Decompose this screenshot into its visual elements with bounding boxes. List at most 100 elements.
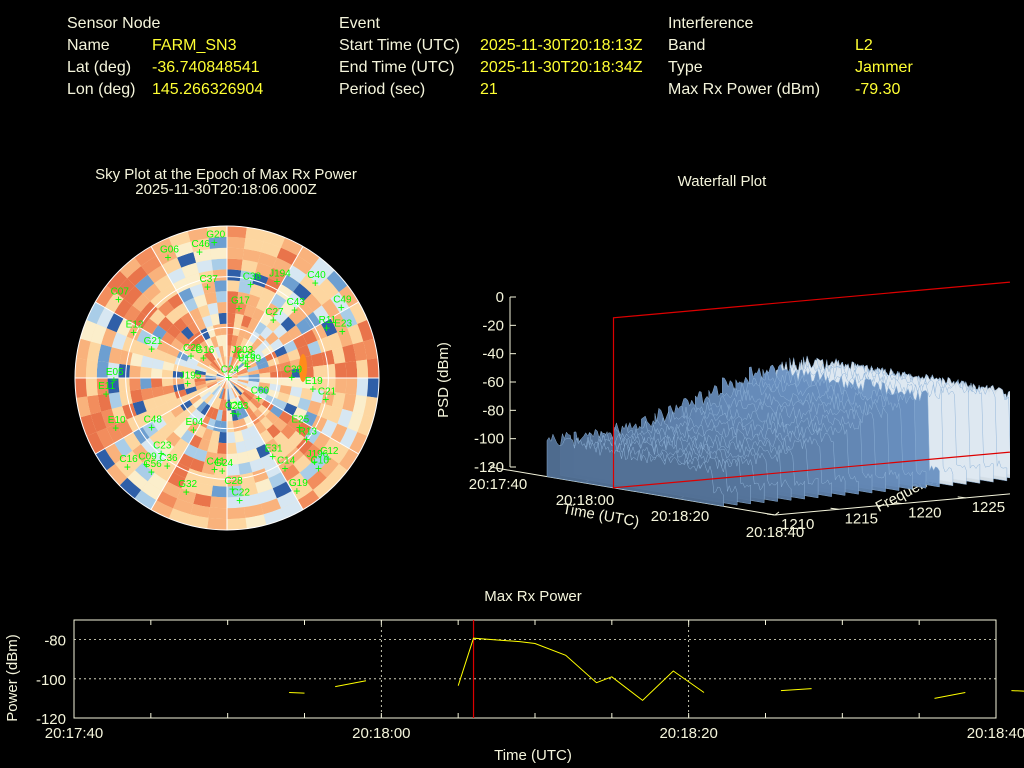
skyplot-cell <box>101 328 117 348</box>
satellite-label: C28 <box>224 476 243 487</box>
skyplot-cell <box>227 323 235 335</box>
skyplot-cell <box>267 357 280 367</box>
skyplot-cell <box>227 378 230 389</box>
skyplot-cell <box>156 340 171 354</box>
skyplot-cell <box>331 347 346 364</box>
skyplot-cell <box>260 241 282 258</box>
skyplot-cell <box>238 281 253 295</box>
skyplot-cell <box>244 388 256 398</box>
skyplot-cell <box>268 363 281 373</box>
skyplot-cell <box>187 514 209 529</box>
satellite-label: C16 <box>119 454 138 465</box>
skyplot-cell <box>297 344 311 359</box>
satellite-label: J196 <box>307 449 329 460</box>
skyplot-cell <box>202 315 213 328</box>
skyplot-cell <box>179 344 193 357</box>
skyplot-cell <box>206 380 217 387</box>
skyplot-cell <box>210 408 219 420</box>
skyplot-cell <box>345 378 358 396</box>
skyplot-cell <box>118 378 131 393</box>
skyplot-cell <box>153 348 167 362</box>
skyplot-cell <box>119 257 142 279</box>
skyplot-cell <box>231 387 238 399</box>
skyplot-cell <box>164 392 177 403</box>
skyplot-cell <box>279 361 292 371</box>
satellite-label: C26 <box>237 350 256 361</box>
skyplot-cell <box>227 410 233 422</box>
skyplot-cell <box>206 367 218 374</box>
skyplot-cell <box>134 246 157 267</box>
skyplot-cell <box>234 362 245 372</box>
skyplot-cell <box>234 384 245 394</box>
satellite-marker: + <box>148 342 155 356</box>
skyplot-cell <box>210 430 220 443</box>
satellite-label: C43 <box>287 297 306 308</box>
skyplot-cell <box>248 412 261 426</box>
skyplot-azimuth-line <box>226 301 359 379</box>
skyplot-cell <box>233 385 243 396</box>
skyplot-cell <box>363 338 378 360</box>
skyplot-cell <box>200 403 211 416</box>
skyplot-cell <box>275 283 294 301</box>
skyplot-cell <box>205 406 215 419</box>
satellite-label: G21 <box>144 336 163 347</box>
skyplot-cell <box>96 360 109 378</box>
skyplot-cell <box>247 380 260 387</box>
skyplot-cell <box>349 432 368 454</box>
skyplot-cell <box>134 274 155 294</box>
skyplot-cell <box>221 356 226 368</box>
skyplot-cell <box>281 500 303 519</box>
skyplot-cell <box>257 252 277 268</box>
skyplot-cell <box>187 421 200 435</box>
satellite-marker: + <box>211 462 218 476</box>
skyplot-cell <box>292 481 313 501</box>
skyplot-cell <box>210 347 219 360</box>
skyplot-cell <box>213 386 222 397</box>
skyplot-cell <box>366 378 379 398</box>
skyplot-cell <box>140 301 158 319</box>
skyplot-cell <box>217 302 227 314</box>
skyplot-cell <box>176 394 190 406</box>
skyplot-cell <box>247 425 260 439</box>
skyplot-cell <box>221 334 227 346</box>
skyplot-cell <box>229 388 236 399</box>
skyplot-cell <box>183 378 195 384</box>
satellite-marker: + <box>303 432 310 446</box>
skyplot-cell <box>151 358 165 370</box>
skyplot-cell <box>227 378 235 387</box>
skyplot-cell <box>111 332 127 350</box>
skyplot-cell <box>268 472 287 489</box>
skyplot-cell <box>158 316 174 332</box>
skyplot-cell <box>243 415 255 429</box>
power-trace-segment <box>1011 690 1024 692</box>
skyplot-cell <box>237 369 248 376</box>
satellite-marker: + <box>143 457 150 471</box>
skyplot-cell <box>232 359 241 370</box>
skyplot-cell <box>127 266 148 286</box>
skyplot-cell <box>130 352 144 367</box>
skyplot-cell <box>252 394 265 405</box>
skyplot-cell <box>127 470 148 490</box>
skyplot-cell <box>208 364 219 373</box>
lat-label: Lat (deg) <box>67 59 132 76</box>
skyplot-cell <box>289 386 303 398</box>
skyplot-cell <box>194 425 207 439</box>
skyplot-cell <box>140 366 152 378</box>
skyplot-cell <box>96 307 115 329</box>
skyplot-cell <box>196 259 213 274</box>
power-x-label: Time (UTC) <box>494 747 572 764</box>
skyplot-cell <box>207 226 227 239</box>
skyplot-cell <box>248 330 261 344</box>
satellite-marker: + <box>164 459 171 473</box>
satellite-marker: + <box>211 236 218 250</box>
skyplot-cell <box>321 318 338 337</box>
skyplot-cell <box>207 517 227 530</box>
skyplot-cell <box>270 370 282 378</box>
skyplot-cell <box>195 383 207 391</box>
skyplot-cell <box>221 410 227 422</box>
skyplot-cell <box>311 285 331 306</box>
skyplot-cell <box>330 292 350 313</box>
satellite-label: C07 <box>111 287 130 298</box>
skyplot-cell <box>268 383 281 393</box>
skyplot-cell <box>119 390 133 407</box>
